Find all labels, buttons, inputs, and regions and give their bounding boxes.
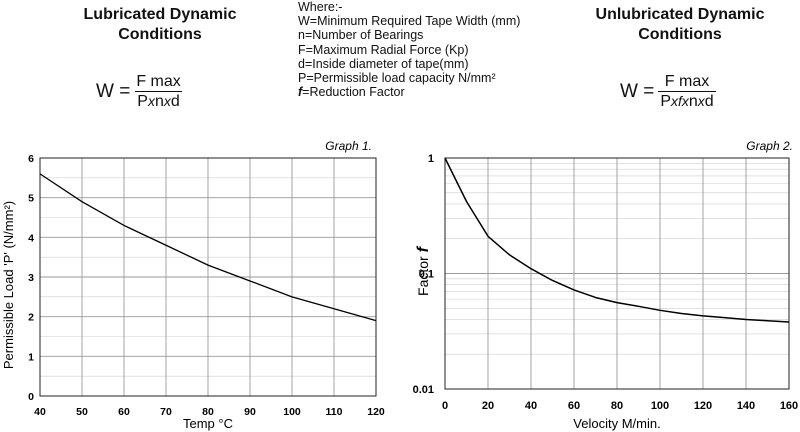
graph2-y-tick-label: 1 bbox=[428, 153, 434, 165]
graph2-y-tick-label: 0.1 bbox=[419, 269, 434, 281]
formula-right-numerator: F max bbox=[664, 73, 710, 90]
graph1-x-tick-label: 90 bbox=[244, 406, 256, 418]
formula-right-lhs: W = bbox=[620, 81, 655, 102]
graph2-x-tick-label: 100 bbox=[651, 400, 669, 412]
left-title-line2: Conditions bbox=[118, 26, 202, 43]
graph1-frame bbox=[39, 157, 377, 397]
graph-1: 40 50 60 70 80 90 100 110 120 0 1 2 3 4 5 6 Graph 1. Temp… bbox=[1, 139, 385, 431]
graph2-x-tick-label: 160 bbox=[780, 400, 798, 412]
graph1-y-tick-label: 1 bbox=[28, 351, 34, 363]
graph2-series-line bbox=[444, 157, 790, 323]
formula-left-lhs: W = bbox=[96, 81, 131, 102]
formula-left-numerator: F max bbox=[136, 73, 181, 90]
formula-unlubricated: W = F max Pxfxnxd bbox=[620, 73, 716, 111]
legend-line-1: W=Minimum Required Tape Width (mm) bbox=[298, 14, 521, 29]
graph1-y-tick-label: 0 bbox=[28, 391, 34, 403]
legend-line-0: Where:- bbox=[298, 0, 343, 14]
left-section-title: Lubricated Dynamic Conditions bbox=[60, 5, 260, 45]
legend-f-symbol: f bbox=[298, 85, 303, 100]
legend-f-text: =Reduction Factor bbox=[302, 85, 405, 100]
graph1-x-tick-label: 100 bbox=[283, 406, 301, 418]
graph2-x-tick-label: 0 bbox=[442, 400, 448, 412]
graph2-frame bbox=[444, 157, 790, 390]
right-title-line2: Conditions bbox=[638, 26, 722, 43]
graph1-y-tick-label: 5 bbox=[28, 193, 34, 205]
graph1-y-label: Permissible Load 'P' (N/mm²) bbox=[1, 201, 16, 369]
graph1-x-tick-label: 70 bbox=[160, 406, 172, 418]
formula-left-denominator: Pxnxd bbox=[135, 91, 182, 110]
formula-left-fraction: F max Pxnxd bbox=[134, 73, 182, 111]
graph1-x-tick-label: 80 bbox=[202, 406, 214, 418]
graph1-x-label: Temp °C bbox=[183, 416, 233, 431]
graph2-title: Graph 2. bbox=[746, 139, 793, 153]
graph1-x-tick-label: 60 bbox=[118, 406, 130, 418]
formula-lubricated: W = F max Pxnxd bbox=[96, 73, 183, 111]
graph2-x-tick-label: 120 bbox=[694, 400, 712, 412]
graph2-x-tick-label: 20 bbox=[482, 400, 494, 412]
graph1-x-tick-label: 40 bbox=[34, 406, 46, 418]
graph2-y-tick-label: 0.01 bbox=[413, 384, 434, 396]
graph2-y-label-text: Factor bbox=[415, 252, 431, 296]
formula-right-fraction: F max Pxfxnxd bbox=[658, 73, 716, 111]
left-title-line1: Lubricated Dynamic bbox=[83, 6, 237, 23]
graph2-y-label-symbol: f bbox=[415, 245, 432, 252]
graph2-x-tick-label: 40 bbox=[525, 400, 537, 412]
legend-line-3: F=Maximum Radial Force (Kp) bbox=[298, 42, 469, 57]
graph1-series-line bbox=[39, 173, 377, 322]
graph2-x-tick-label: 80 bbox=[611, 400, 623, 412]
legend-line-5: P=Permissible load capacity N/mm² bbox=[298, 71, 496, 86]
graph2-y-label: Factor f bbox=[415, 245, 432, 296]
right-section-title: Unlubricated Dynamic Conditions bbox=[575, 5, 785, 45]
graph1-y-tick-label: 2 bbox=[28, 312, 34, 324]
graph1-y-tick-label: 6 bbox=[28, 153, 34, 165]
legend-definitions: Where:- W=Minimum Required Tape Width (m… bbox=[298, 0, 520, 99]
graph1-y-tick-label: 3 bbox=[28, 272, 34, 284]
graph-2: 0 20 40 60 80 100 120 140 160 0.01 0.1 1 Graph 2. Vel… bbox=[413, 139, 799, 431]
graph2-x-tick-label: 60 bbox=[568, 400, 580, 412]
legend-line-6: f=Reduction Factor bbox=[298, 85, 520, 99]
graph1-title: Graph 1. bbox=[325, 139, 372, 153]
graph1-x-tick-label: 120 bbox=[367, 406, 385, 418]
right-title-line1: Unlubricated Dynamic bbox=[595, 6, 765, 23]
legend-line-4: d=Inside diameter of tape(mm) bbox=[298, 56, 469, 71]
graph2-x-tick-label: 140 bbox=[737, 400, 755, 412]
legend-line-2: n=Number of Bearings bbox=[298, 28, 424, 43]
formula-right-denominator: Pxfxnxd bbox=[658, 91, 716, 110]
graph1-x-tick-label: 50 bbox=[76, 406, 88, 418]
graph1-x-tick-label: 110 bbox=[326, 406, 343, 418]
graph2-x-label: Velocity M/min. bbox=[573, 416, 660, 431]
graph1-y-tick-label: 4 bbox=[28, 232, 34, 244]
